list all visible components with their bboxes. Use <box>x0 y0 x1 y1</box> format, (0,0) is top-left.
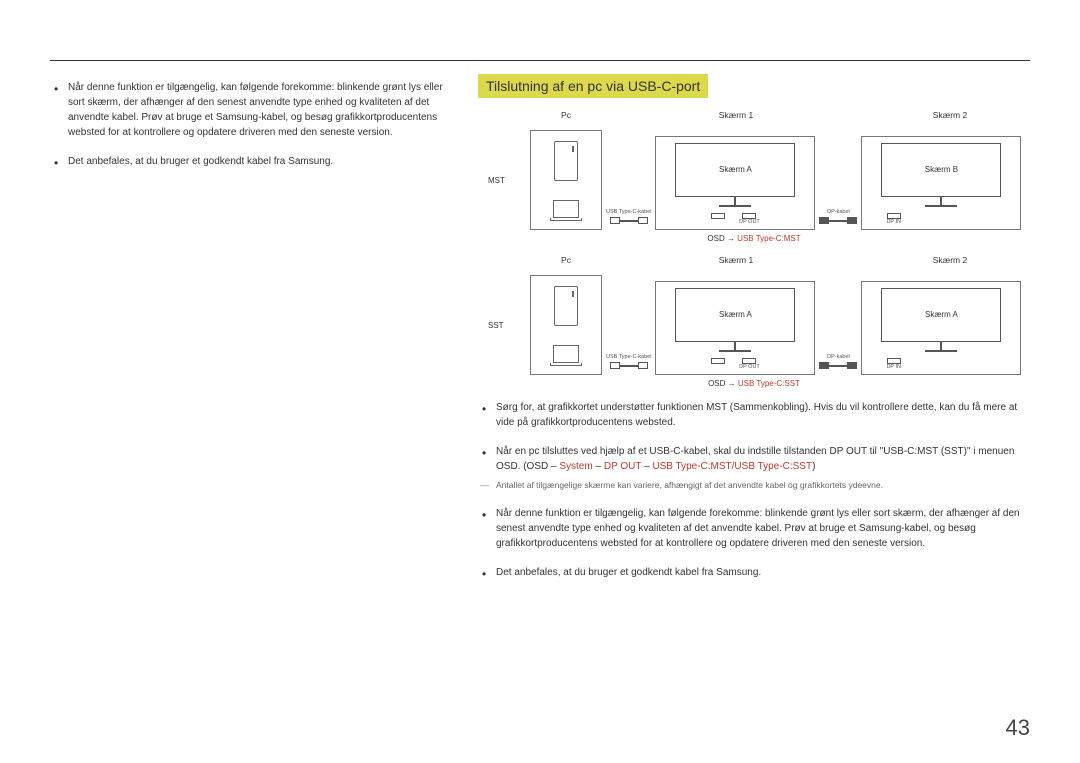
red-text: DP OUT <box>604 461 641 472</box>
port-label: DP OUT <box>739 365 760 371</box>
page-number: 43 <box>1006 715 1030 741</box>
monitor-box-1: Skærm A DP OUT <box>655 281 815 375</box>
monitor-stand-icon <box>940 342 942 350</box>
monitor-box-2: Skærm A DP IN <box>861 281 1021 375</box>
monitor2-block: Skærm A DP IN <box>861 281 1021 375</box>
osd-red: USB Type-C:SST <box>738 379 800 388</box>
monitor-box-1: Skærm A DP OUT <box>655 136 815 230</box>
monitor-foot-icon <box>925 205 957 207</box>
osd-prefix: OSD → <box>707 234 737 243</box>
monitor-foot-icon <box>719 350 751 352</box>
cable-usb-c: USB Type-C-kabel <box>606 281 651 375</box>
mode-label-sst: SST <box>478 321 526 330</box>
osd-line-sst: OSD → USB Type-C:SST <box>478 379 1030 388</box>
ports-row: DP OUT <box>662 358 808 371</box>
cable-label: USB Type-C-kabel <box>606 354 651 360</box>
monitor-stand-icon <box>734 342 736 350</box>
col-header-screen2: Skærm 2 <box>933 255 967 267</box>
pc-block <box>530 275 602 375</box>
monitor-stand-icon <box>940 197 942 205</box>
monitor-stand-icon <box>734 197 736 205</box>
diagrams-container: Pc Skærm 1 Skærm 2 MST USB Type-C-kabel <box>478 110 1030 388</box>
pc-box <box>530 275 602 375</box>
diagram-row-mst: MST USB Type-C-kabel Skærm A <box>478 130 1030 230</box>
tower-icon <box>554 286 578 326</box>
col-header-screen1: Skærm 1 <box>719 110 753 122</box>
cable-icon <box>819 217 857 224</box>
monitor1-block: Skærm A DP OUT <box>655 136 815 230</box>
bullet-item: Sørg for, at grafikkortet understøtter f… <box>478 400 1030 430</box>
cable-dp: DP-kabel <box>819 281 857 375</box>
monitor-screen-label: Skærm B <box>881 143 1001 197</box>
port-icon <box>742 213 756 219</box>
laptop-icon <box>550 345 582 366</box>
ports-row: DP IN <box>868 213 1014 226</box>
cable-label: USB Type-C-kabel <box>606 209 651 215</box>
monitor1-block: Skærm A DP OUT <box>655 281 815 375</box>
horizontal-rule <box>50 60 1030 61</box>
monitor-foot-icon <box>925 350 957 352</box>
ports-row: DP IN <box>868 358 1014 371</box>
page-layout: Når denne funktion er tilgængelig, kan f… <box>0 0 1080 624</box>
monitor2-block: Skærm B DP IN <box>861 136 1021 230</box>
port-label: DP IN <box>886 220 901 226</box>
bullet-item: Det anbefales, at du bruger et godkendt … <box>50 154 448 169</box>
left-bullet-list: Når denne funktion er tilgængelig, kan f… <box>50 80 448 169</box>
cable-icon <box>819 362 857 369</box>
tower-icon <box>554 141 578 181</box>
diagram-row-sst: SST USB Type-C-kabel Skærm A <box>478 275 1030 375</box>
red-text: System <box>559 461 592 472</box>
col-header-screen1: Skærm 1 <box>719 255 753 267</box>
text: – <box>593 461 604 472</box>
ports-row: DP OUT <box>662 213 808 226</box>
port-label: DP OUT <box>739 220 760 226</box>
laptop-icon <box>550 200 582 221</box>
section-title: Tilslutning af en pc via USB-C-port <box>478 74 708 98</box>
port-label: DP IN <box>886 365 901 371</box>
text: – <box>641 461 652 472</box>
text: ) <box>812 461 815 472</box>
monitor-screen-label: Skærm A <box>675 143 795 197</box>
bullet-item: Det anbefales, at du bruger et godkendt … <box>478 565 1030 580</box>
port-label <box>717 220 719 226</box>
monitor-box-2: Skærm B DP IN <box>861 136 1021 230</box>
monitor-screen-label: Skærm A <box>675 288 795 342</box>
osd-line-mst: OSD → USB Type-C:MST <box>478 234 1030 243</box>
port-icon <box>887 213 901 219</box>
bullet-item: Når denne funktion er tilgængelig, kan f… <box>50 80 448 140</box>
port-label <box>717 365 719 371</box>
col-header-pc: Pc <box>561 255 571 267</box>
pc-box <box>530 130 602 230</box>
port-icon <box>711 213 725 219</box>
osd-prefix: OSD → <box>708 379 738 388</box>
cable-usb-c: USB Type-C-kabel <box>606 136 651 230</box>
osd-red: USB Type-C:MST <box>737 234 800 243</box>
mode-label-mst: MST <box>478 176 526 185</box>
monitor-screen-label: Skærm A <box>881 288 1001 342</box>
col-header-pc: Pc <box>561 110 571 122</box>
right-column: Tilslutning af en pc via USB-C-port Pc S… <box>478 50 1030 594</box>
right-bullet-list: Sørg for, at grafikkortet understøtter f… <box>478 400 1030 580</box>
cable-dp: DP-kabel <box>819 136 857 230</box>
port-icon <box>887 358 901 364</box>
left-column: Når denne funktion er tilgængelig, kan f… <box>50 50 448 594</box>
diagram-row-headers-sst: Pc Skærm 1 Skærm 2 <box>478 255 1030 271</box>
sub-note: Antallet af tilgængelige skærme kan vari… <box>478 480 1030 492</box>
diagram-row-headers-mst: Pc Skærm 1 Skærm 2 <box>478 110 1030 126</box>
cable-label: DP-kabel <box>827 354 850 360</box>
cable-icon <box>610 217 648 224</box>
pc-block <box>530 130 602 230</box>
red-text: USB Type-C:MST/USB Type-C:SST <box>652 461 812 472</box>
bullet-item: Når denne funktion er tilgængelig, kan f… <box>478 506 1030 551</box>
port-icon <box>711 358 725 364</box>
cable-label: DP-kabel <box>827 209 850 215</box>
monitor-foot-icon <box>719 205 751 207</box>
bullet-item-special: Når en pc tilsluttes ved hjælp af et USB… <box>478 444 1030 492</box>
cable-icon <box>610 362 648 369</box>
port-icon <box>742 358 756 364</box>
col-header-screen2: Skærm 2 <box>933 110 967 122</box>
